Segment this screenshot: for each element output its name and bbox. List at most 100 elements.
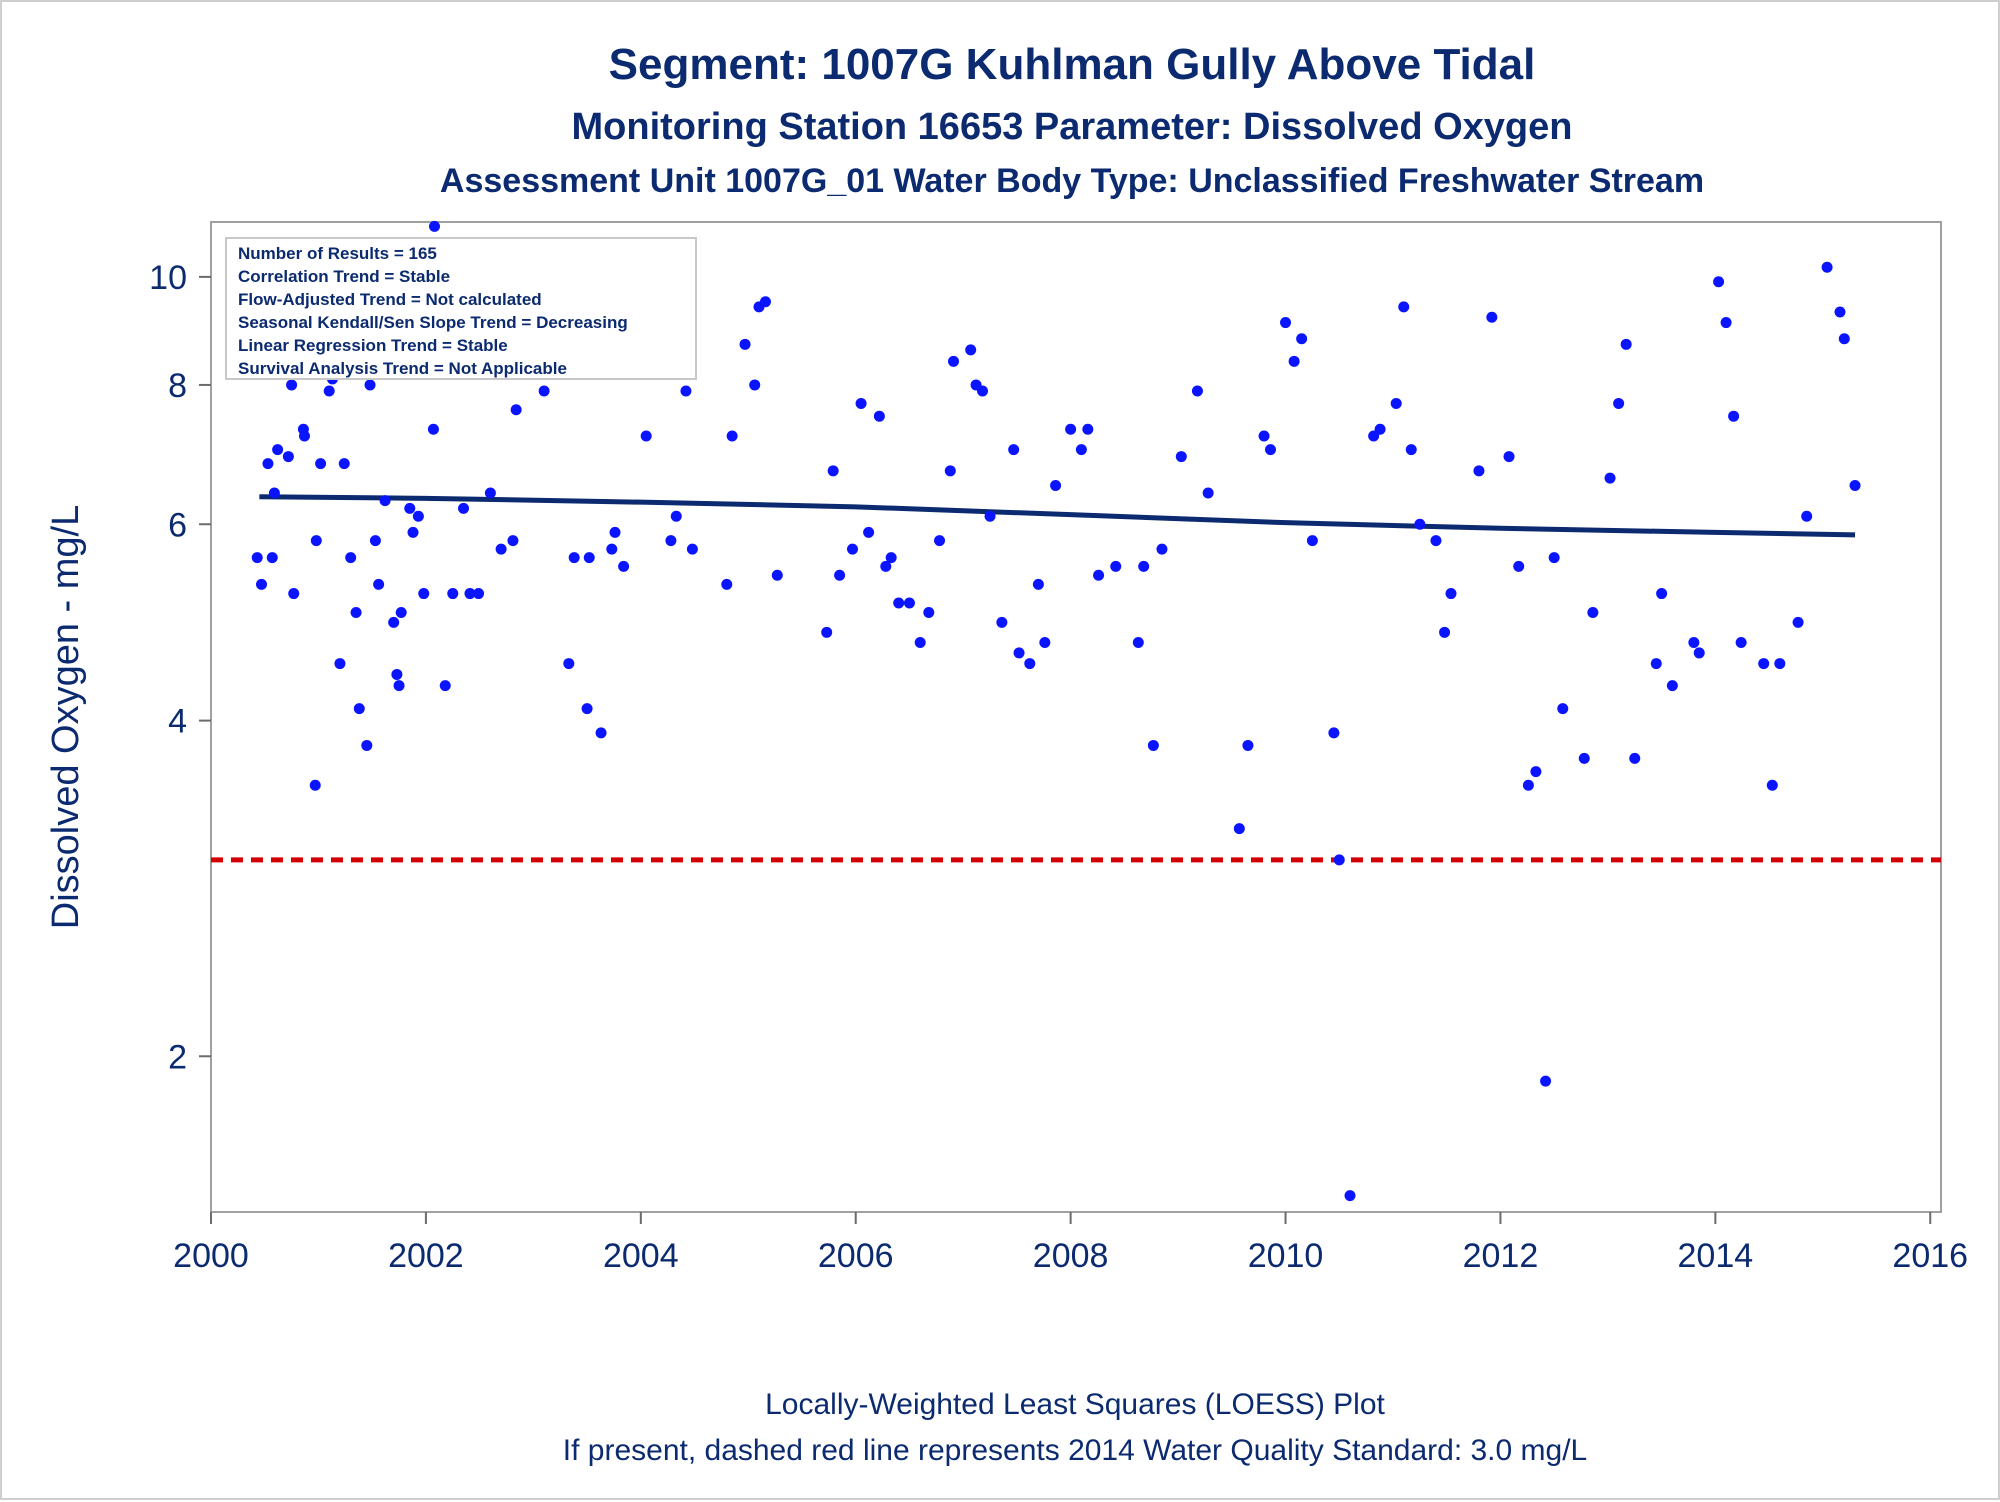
stats-box-frame [225, 237, 697, 380]
y-axis-label: Dissolved Oxygen - mg/L [45, 505, 87, 930]
data-point-108 [1156, 543, 1168, 555]
data-point-35 [412, 510, 424, 522]
data-point-67 [726, 430, 738, 442]
data-point-21 [345, 552, 357, 564]
chart-title: Segment: 1007G Kuhlman Gully Above Tidal [609, 40, 1536, 89]
data-point-8 [288, 588, 300, 600]
data-point-25 [364, 379, 376, 391]
y-tick-label-0: 2 [168, 1038, 187, 1076]
data-point-24 [361, 739, 373, 751]
data-point-100 [1065, 423, 1077, 435]
data-point-74 [827, 465, 839, 477]
data-point-65 [686, 543, 698, 555]
data-point-23 [353, 703, 365, 715]
data-point-129 [1430, 535, 1442, 547]
data-point-46 [507, 535, 519, 547]
plot-area [210, 221, 1942, 1213]
data-point-141 [1578, 752, 1590, 764]
data-point-111 [1202, 487, 1214, 499]
data-point-134 [1503, 451, 1515, 463]
data-point-79 [873, 410, 885, 422]
x-tick-label-8: 2016 [1892, 1237, 1968, 1275]
data-point-98 [1039, 637, 1051, 649]
data-point-91 [977, 385, 989, 397]
data-point-121 [1333, 854, 1345, 866]
data-point-156 [1758, 658, 1770, 670]
data-point-28 [379, 495, 391, 507]
data-point-162 [1834, 306, 1846, 318]
stats-box: Number of Results = 165 Correlation Trend… [225, 237, 697, 380]
data-point-122 [1344, 1190, 1356, 1202]
data-point-63 [670, 510, 682, 522]
data-point-66 [721, 578, 733, 590]
data-point-142 [1587, 607, 1599, 619]
data-point-85 [923, 607, 935, 619]
data-point-1 [256, 578, 268, 590]
data-point-50 [538, 385, 550, 397]
data-point-113 [1242, 739, 1254, 751]
data-point-0 [251, 552, 263, 564]
x-tick-label-7: 2014 [1678, 1237, 1754, 1275]
data-point-78 [863, 526, 875, 538]
data-point-103 [1093, 569, 1105, 581]
data-point-99 [1050, 479, 1062, 491]
data-point-26 [369, 535, 381, 547]
data-point-88 [948, 355, 960, 367]
data-point-119 [1306, 535, 1318, 547]
data-point-120 [1328, 727, 1340, 739]
data-point-130 [1439, 626, 1451, 638]
data-point-11 [298, 430, 310, 442]
data-point-104 [1110, 560, 1122, 572]
data-point-102 [1082, 423, 1094, 435]
data-point-143 [1604, 472, 1616, 484]
data-point-29 [388, 616, 400, 628]
data-point-92 [984, 510, 996, 522]
x-tick-label-2: 2004 [603, 1237, 679, 1275]
data-point-2 [262, 458, 274, 470]
x-tick-label-5: 2010 [1248, 1237, 1324, 1275]
data-point-106 [1138, 560, 1150, 572]
data-point-145 [1620, 338, 1632, 350]
y-axis: 2 4 6 8 10 [149, 259, 211, 1076]
data-point-131 [1445, 588, 1457, 600]
data-point-7 [286, 379, 298, 391]
data-point-149 [1666, 680, 1678, 692]
data-point-158 [1774, 658, 1786, 670]
stats-line-1: Correlation Trend = Stable [238, 267, 450, 286]
data-point-55 [595, 727, 607, 739]
data-point-153 [1720, 317, 1732, 329]
data-point-140 [1557, 703, 1569, 715]
data-point-57 [609, 526, 621, 538]
data-point-84 [914, 637, 926, 649]
data-point-39 [439, 680, 451, 692]
data-point-164 [1849, 479, 1861, 491]
data-point-159 [1792, 616, 1804, 628]
data-point-41 [458, 502, 470, 514]
data-point-16 [323, 385, 335, 397]
data-point-75 [834, 569, 846, 581]
data-point-56 [606, 543, 618, 555]
data-point-82 [893, 597, 905, 609]
x-tick-label-3: 2006 [818, 1237, 894, 1275]
data-point-69 [749, 379, 761, 391]
data-point-58 [618, 560, 630, 572]
data-point-146 [1629, 752, 1641, 764]
data-point-22 [350, 607, 362, 619]
data-point-163 [1838, 333, 1850, 345]
data-point-150 [1688, 637, 1700, 649]
points-layer [251, 220, 1861, 1202]
stats-line-4: Linear Regression Trend = Stable [238, 336, 508, 355]
x-tick-label-6: 2012 [1463, 1237, 1539, 1275]
data-point-42 [464, 588, 476, 600]
data-point-72 [771, 569, 783, 581]
data-point-96 [1024, 658, 1036, 670]
x-tick-label-1: 2002 [388, 1237, 464, 1275]
data-point-36 [418, 588, 430, 600]
data-point-38 [429, 220, 441, 232]
data-point-62 [665, 535, 677, 547]
loess-trend-line [259, 494, 1856, 538]
data-point-137 [1530, 766, 1542, 778]
data-point-54 [583, 552, 595, 564]
